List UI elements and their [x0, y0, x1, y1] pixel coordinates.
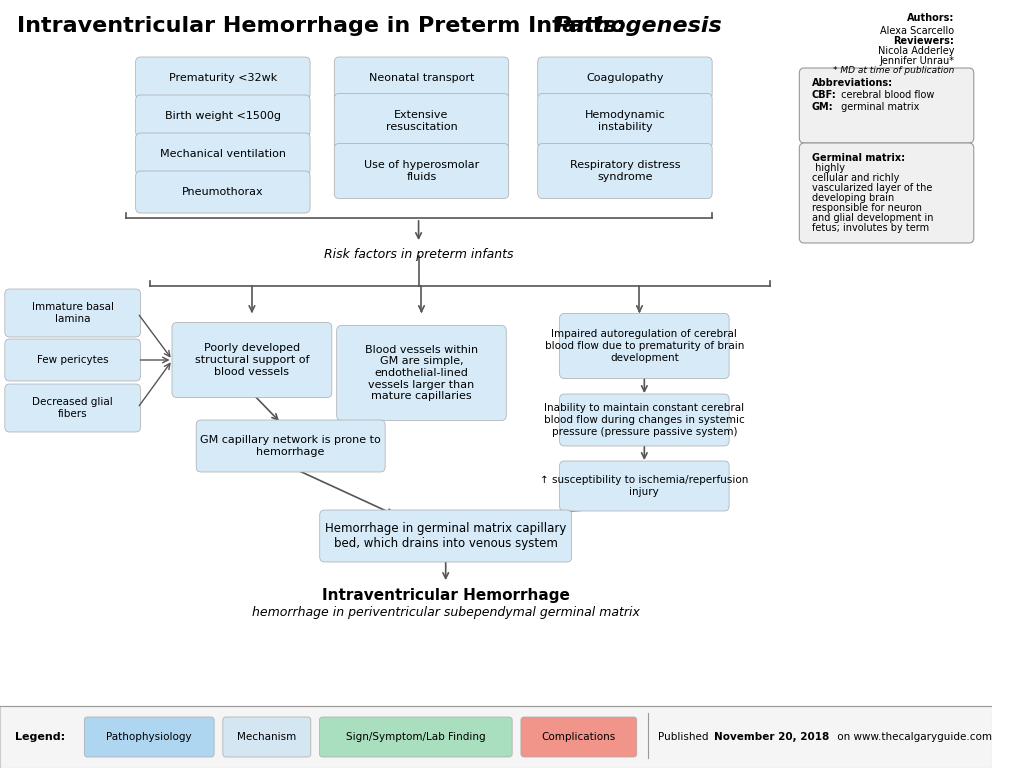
Text: Complications: Complications	[542, 732, 616, 742]
Text: developing brain: developing brain	[812, 193, 894, 203]
FancyBboxPatch shape	[172, 323, 332, 398]
Text: Risk factors in preterm infants: Risk factors in preterm infants	[324, 248, 513, 261]
FancyBboxPatch shape	[319, 510, 571, 562]
FancyBboxPatch shape	[538, 144, 712, 198]
Text: Respiratory distress
syndrome: Respiratory distress syndrome	[569, 161, 680, 182]
FancyBboxPatch shape	[223, 717, 311, 757]
Text: Mechanical ventilation: Mechanical ventilation	[160, 149, 286, 159]
FancyBboxPatch shape	[559, 461, 729, 511]
FancyBboxPatch shape	[5, 289, 140, 337]
Text: Alexa Scarcello: Alexa Scarcello	[881, 26, 954, 36]
Text: Birth weight <1500g: Birth weight <1500g	[165, 111, 281, 121]
Text: November 20, 2018: November 20, 2018	[715, 732, 829, 742]
FancyBboxPatch shape	[559, 313, 729, 379]
Text: Authors:: Authors:	[907, 13, 954, 23]
Text: vascularized layer of the: vascularized layer of the	[812, 183, 932, 193]
Text: Sign/Symptom/Lab Finding: Sign/Symptom/Lab Finding	[346, 732, 485, 742]
Bar	[0, 706, 992, 768]
Text: cellular and richly: cellular and richly	[812, 173, 899, 183]
Text: fetus; involutes by term: fetus; involutes by term	[812, 223, 929, 233]
Text: Poorly developed
structural support of
blood vessels: Poorly developed structural support of b…	[195, 343, 309, 376]
Text: Jennifer Unrau*: Jennifer Unrau*	[880, 56, 954, 66]
Text: germinal matrix: germinal matrix	[838, 102, 920, 112]
FancyBboxPatch shape	[135, 133, 310, 175]
Text: Hemodynamic
instability: Hemodynamic instability	[585, 110, 666, 132]
Text: Pathophysiology: Pathophysiology	[106, 732, 193, 742]
Text: highly: highly	[812, 163, 845, 173]
Text: GM capillary network is prone to
hemorrhage: GM capillary network is prone to hemorrh…	[201, 435, 381, 457]
FancyBboxPatch shape	[135, 95, 310, 137]
FancyBboxPatch shape	[135, 171, 310, 213]
Text: Mechanism: Mechanism	[238, 732, 297, 742]
Text: Coagulopathy: Coagulopathy	[586, 73, 664, 83]
Text: Pathogenesis: Pathogenesis	[554, 16, 722, 36]
FancyBboxPatch shape	[334, 94, 509, 148]
FancyBboxPatch shape	[5, 384, 140, 432]
Text: responsible for neuron: responsible for neuron	[812, 203, 922, 213]
Text: ↑ susceptibility to ischemia/reperfusion
injury: ↑ susceptibility to ischemia/reperfusion…	[540, 475, 749, 497]
Text: Blood vessels within
GM are simple,
endothelial-lined
vessels larger than
mature: Blood vessels within GM are simple, endo…	[365, 345, 478, 401]
FancyBboxPatch shape	[334, 57, 509, 99]
FancyBboxPatch shape	[521, 717, 637, 757]
Text: Inability to maintain constant cerebral
blood flow during changes in systemic
pr: Inability to maintain constant cerebral …	[544, 403, 744, 436]
Text: CBF:: CBF:	[812, 90, 837, 100]
Text: on www.thecalgaryguide.com: on www.thecalgaryguide.com	[835, 732, 992, 742]
Text: Abbreviations:: Abbreviations:	[812, 78, 893, 88]
Text: Immature basal
lamina: Immature basal lamina	[32, 302, 114, 324]
FancyBboxPatch shape	[538, 94, 712, 148]
Text: * MD at time of publication: * MD at time of publication	[833, 66, 954, 75]
Text: Use of hyperosmolar
fluids: Use of hyperosmolar fluids	[364, 161, 479, 182]
FancyBboxPatch shape	[135, 57, 310, 99]
Text: Published: Published	[658, 732, 712, 742]
Text: Impaired autoregulation of cerebral
blood flow due to prematurity of brain
devel: Impaired autoregulation of cerebral bloo…	[545, 329, 744, 362]
Text: Decreased glial
fibers: Decreased glial fibers	[33, 397, 113, 419]
Text: hemorrhage in periventricular subependymal germinal matrix: hemorrhage in periventricular subependym…	[252, 606, 640, 619]
FancyBboxPatch shape	[197, 420, 385, 472]
FancyBboxPatch shape	[84, 717, 214, 757]
Text: cerebral blood flow: cerebral blood flow	[838, 90, 935, 100]
FancyBboxPatch shape	[319, 717, 512, 757]
FancyBboxPatch shape	[334, 144, 509, 198]
FancyBboxPatch shape	[5, 339, 140, 381]
Text: Reviewers:: Reviewers:	[894, 36, 954, 46]
Text: Few pericytes: Few pericytes	[37, 355, 109, 365]
FancyBboxPatch shape	[538, 57, 712, 99]
Text: Pneumothorax: Pneumothorax	[182, 187, 263, 197]
Text: Extensive
resuscitation: Extensive resuscitation	[386, 110, 458, 132]
FancyBboxPatch shape	[337, 326, 506, 421]
Text: Nicola Adderley: Nicola Adderley	[878, 46, 954, 56]
Text: Legend:: Legend:	[14, 732, 65, 742]
Text: GM:: GM:	[812, 102, 834, 112]
Text: Intraventricular Hemorrhage in Preterm Infants:: Intraventricular Hemorrhage in Preterm I…	[17, 16, 634, 36]
FancyBboxPatch shape	[559, 394, 729, 446]
FancyBboxPatch shape	[800, 68, 974, 143]
Text: Germinal matrix:: Germinal matrix:	[812, 153, 905, 163]
Text: Hemorrhage in germinal matrix capillary
bed, which drains into venous system: Hemorrhage in germinal matrix capillary …	[325, 522, 566, 550]
FancyBboxPatch shape	[800, 143, 974, 243]
Text: and glial development in: and glial development in	[812, 213, 934, 223]
Text: Neonatal transport: Neonatal transport	[369, 73, 474, 83]
Text: Prematurity <32wk: Prematurity <32wk	[169, 73, 276, 83]
Text: Intraventricular Hemorrhage: Intraventricular Hemorrhage	[322, 588, 569, 603]
